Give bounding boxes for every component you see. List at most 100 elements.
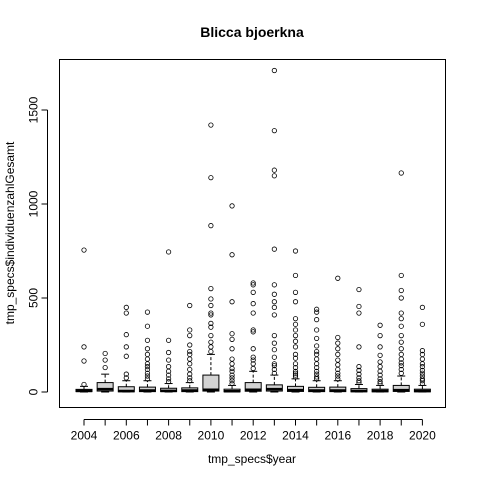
boxplot-groups [75,67,431,393]
iqr-box [202,374,220,392]
box-group-2012 [244,280,262,393]
outlier-point [144,364,151,370]
outlier-point [292,338,299,344]
x-tick-label: 2010 [198,429,225,443]
box-group-2007 [138,309,156,393]
outlier-point [102,357,108,363]
outlier-point [271,291,277,297]
box-group-2005 [96,350,114,393]
outlier-point [208,175,214,181]
outlier-point [292,351,299,357]
outlier-point [335,340,341,346]
outlier-point [292,316,299,322]
iqr-box [244,382,262,392]
outlier-point [292,321,299,327]
box-group-2008 [160,249,178,393]
outlier-point [314,371,320,377]
outlier-point [398,346,404,352]
outlier-point [229,203,235,209]
outlier-point [271,366,277,373]
outlier-point [398,366,404,373]
x-tick-label: 2006 [113,429,140,443]
outlier-point [292,361,299,367]
outlier-point [335,373,341,379]
x-tick-label: 2014 [282,429,309,443]
y-tick-label: 1000 [27,190,41,217]
box-group-2004 [75,247,93,393]
outlier-point [187,375,193,381]
outlier-point [292,327,299,333]
outlier-point [229,365,235,372]
outlier-point [166,337,172,343]
outlier-point [356,310,362,316]
outlier-point [356,344,362,350]
outlier-point [208,344,214,350]
outlier-point [144,361,151,367]
outlier-point [314,327,320,333]
outlier-point [377,322,383,328]
box-group-2020 [413,304,431,393]
outlier-point [271,347,277,353]
box-group-2017 [350,286,368,393]
outlier-point [123,310,129,316]
outlier-point [229,372,235,378]
outlier-point [398,272,404,279]
x-tick-label: 2016 [324,429,351,443]
outlier-point [377,344,383,350]
outlier-point [377,376,383,382]
outlier-point [123,344,129,350]
outlier-point [292,374,299,380]
x-axis: 2004 2006 2008 2010 2012 2014 2016 2018 2020 [71,419,436,443]
outlier-point [314,343,320,349]
box-group-2013 [265,67,283,393]
outlier-point [187,348,193,355]
outlier-point [356,367,362,373]
outlier-point [144,351,151,357]
outlier-point [314,374,320,380]
box-group-2006 [117,304,135,393]
x-tick-label: 2004 [71,429,98,443]
outlier-point [271,363,277,369]
outlier-point [377,364,383,370]
outlier-point [292,332,299,339]
outlier-point [314,348,320,355]
outlier-point [356,303,362,310]
outlier-point [229,380,235,387]
iqr-box [392,384,410,392]
outlier-point [81,247,87,253]
outlier-point [335,334,341,341]
outlier-point [377,352,383,358]
x-tick-label: 2018 [367,429,394,443]
outlier-point [271,128,277,134]
outlier-point [123,371,129,377]
outlier-point [229,346,235,352]
outlier-point [335,346,341,352]
x-tick-label: 2020 [409,429,436,443]
outlier-point [314,364,320,371]
outlier-point [356,375,362,381]
outlier-point [250,301,256,307]
outlier-point [271,67,277,74]
outlier-point [271,354,277,360]
outlier-point [271,370,277,376]
outlier-point [123,353,129,359]
outlier-point [166,376,172,382]
outlier-point [208,324,214,330]
outlier-point [292,372,299,378]
outlier-point [335,362,341,368]
outlier-point [229,331,235,337]
outlier-point [250,346,256,352]
outlier-point [419,373,425,379]
outlier-point [398,170,404,176]
outlier-point [398,332,404,339]
outlier-point [166,379,172,385]
outlier-point [292,344,299,350]
outlier-point [250,289,256,295]
outlier-point [271,282,277,288]
outlier-point [144,337,151,343]
outlier-point [250,310,256,316]
outlier-point [398,339,404,345]
outlier-point [398,310,404,316]
outlier-point [314,368,320,374]
